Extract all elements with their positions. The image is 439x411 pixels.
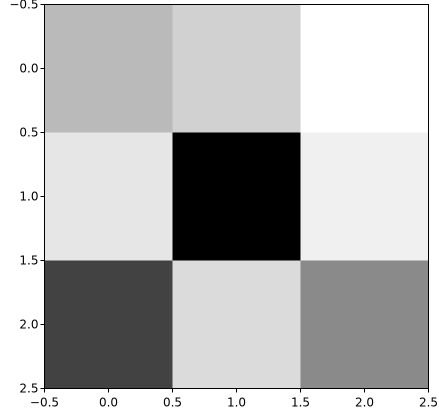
y-tick-label-2: 0.5 [19, 126, 38, 140]
y-axis-ticks: −0.5 0.0 0.5 1.0 1.5 2.0 2.5 [9, 0, 45, 396]
y-tick-label-4: 1.5 [19, 254, 38, 268]
heatmap-cell-r1-c2 [300, 132, 429, 261]
x-tick-label-5: 2.0 [355, 396, 374, 410]
heatmap-cell-r0-c2 [300, 4, 429, 133]
x-tick-label-0: −0.5 [30, 396, 59, 410]
x-axis-ticks: −0.5 0.0 0.5 1.0 1.5 2.0 2.5 [30, 388, 438, 410]
x-tick-label-4: 1.5 [291, 396, 310, 410]
x-tick-label-1: 0.0 [99, 396, 118, 410]
heatmap-cells [44, 4, 429, 389]
heatmap-cell-r0-c0 [44, 4, 173, 133]
x-tick-label-6: 2.5 [419, 396, 438, 410]
x-tick-label-2: 0.5 [163, 396, 182, 410]
heatmap-cell-r2-c2 [300, 260, 429, 389]
heatmap-cell-r2-c1 [172, 260, 301, 389]
y-tick-label-1: 0.0 [19, 62, 38, 76]
heatmap-cell-r1-c1 [172, 132, 301, 261]
y-tick-label-5: 2.0 [19, 318, 38, 332]
y-tick-label-6: 2.5 [19, 382, 38, 396]
heatmap-cell-r1-c0 [44, 132, 173, 261]
heatmap-cell-r0-c1 [172, 4, 301, 133]
y-tick-label-0: −0.5 [9, 0, 38, 12]
heatmap-cell-r2-c0 [44, 260, 173, 389]
y-tick-label-3: 1.0 [19, 190, 38, 204]
x-tick-label-3: 1.0 [227, 396, 246, 410]
